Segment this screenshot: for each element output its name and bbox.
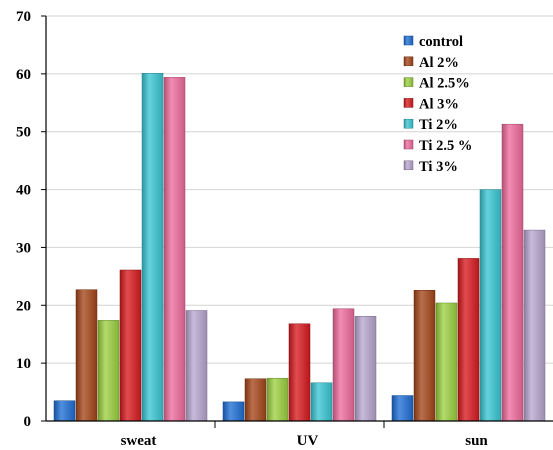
bar-sweat-al-2-5 <box>97 320 120 422</box>
legend-label: Al 2.5% <box>419 76 470 92</box>
bar-sun-al-2 <box>413 289 436 422</box>
legend-swatch <box>403 139 414 150</box>
legend-swatch <box>403 160 414 171</box>
x-category-labels: sweat UV sun <box>121 433 489 449</box>
bar-sun-ti-2-5 <box>501 123 524 422</box>
legend-swatch <box>403 118 414 129</box>
bar-sweat-al-2 <box>75 289 98 422</box>
bar-uv-al-2-5 <box>266 377 289 422</box>
bar-uv-ti-2 <box>310 382 333 422</box>
bar-sun-al-3 <box>457 258 480 422</box>
legend-swatch <box>403 56 414 67</box>
x-category-label: UV <box>297 433 319 449</box>
bar-sun-al-2-5 <box>435 302 458 422</box>
legend-label: control <box>419 34 463 50</box>
bar-sweat-al-3 <box>119 269 142 422</box>
y-tick-label: 60 <box>16 67 31 83</box>
bar-sun-ti-3 <box>523 229 546 422</box>
legend: control Al 2% Al 2.5% Al 3% Ti 2% Ti 2.5 % Ti … <box>403 34 472 175</box>
legend-swatch <box>403 98 414 108</box>
bar-uv-ti-2-5 <box>332 308 355 422</box>
legend-label: Ti 2.5 % <box>419 138 472 154</box>
y-tick-label: 30 <box>16 240 31 256</box>
legend-label: Ti 2% <box>419 117 458 133</box>
legend-swatch <box>403 35 414 46</box>
legend-swatch <box>403 77 414 87</box>
bar-sun-control <box>391 395 414 422</box>
y-tick-label: 40 <box>16 183 31 199</box>
axes <box>41 15 553 428</box>
bar-uv-ti-3 <box>354 316 377 422</box>
x-category-label: sun <box>465 433 488 449</box>
legend-label: Al 3% <box>419 96 459 112</box>
y-tick-labels: 0 10 20 30 40 50 60 70 <box>16 9 31 430</box>
bar-sun-ti-2 <box>479 189 502 422</box>
y-tick-label: 10 <box>16 356 31 372</box>
x-category-label: sweat <box>121 433 157 449</box>
bar-sweat-ti-2-5 <box>163 77 186 422</box>
bar-sweat-control <box>53 400 76 422</box>
y-tick-label: 20 <box>16 298 31 314</box>
bar-sweat-ti-2 <box>141 73 164 422</box>
bar-uv-al-2 <box>244 378 267 422</box>
y-tick-label: 50 <box>16 125 31 141</box>
y-tick-label: 70 <box>16 9 31 25</box>
bar-uv-al-3 <box>288 323 311 422</box>
bars <box>53 73 546 422</box>
y-tick-label: 0 <box>24 414 32 430</box>
legend-label: Al 2% <box>419 55 459 71</box>
bar-uv-control <box>222 401 245 422</box>
legend-label: Ti 3% <box>419 159 458 175</box>
bar-sweat-ti-3 <box>185 310 208 422</box>
